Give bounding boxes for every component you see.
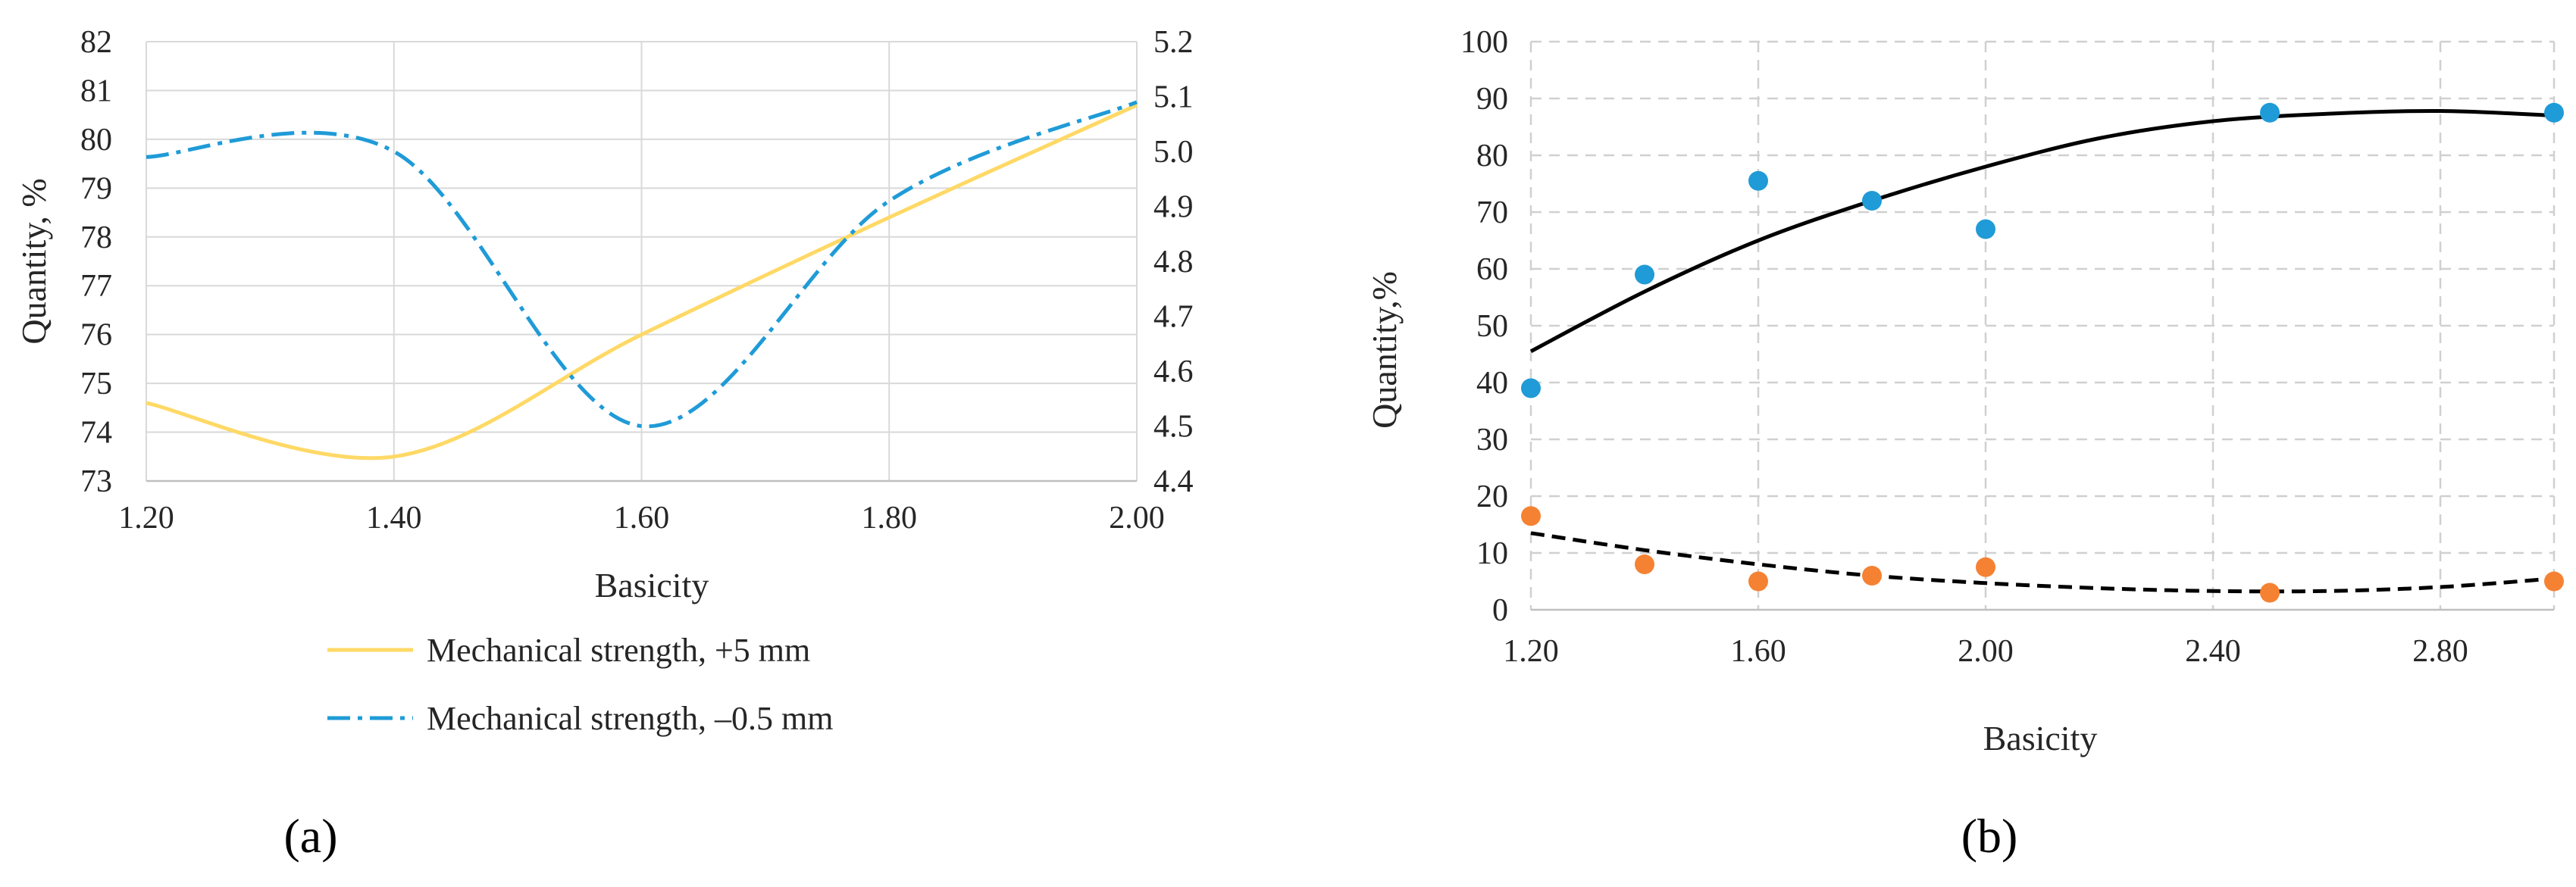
panel-a-y2-ticks: 4.4 4.5 4.6 4.7 4.8 4.9 5.0 5.1 5.2 [1153,25,1194,499]
panel-a-y-tick-label: 73 [80,464,112,499]
panel-a-y-tick-label: 75 [80,367,112,401]
panel-a-x-tick-label: 1.60 [614,501,670,536]
panel-a-y-tick-label: 81 [80,73,112,108]
panel-a-y2-tick-label: 4.8 [1153,245,1194,280]
panel-a-y2-tick-label: 4.7 [1153,300,1194,335]
panel-b-points [1521,102,2564,603]
panel-b-x-tick-label: 2.00 [1958,634,2014,669]
panel-b-point-s0-1 [1635,264,1654,285]
panel-b-x-tick-label: 2.40 [2185,634,2241,669]
panel-b-point-s0-0 [1521,378,1541,398]
panel-b-point-s0-6 [2544,102,2564,123]
panel-a-gridlines [146,41,1138,483]
panel-b-point-s1-5 [2260,582,2280,603]
panel-a-y-ticks: 73 74 75 76 77 78 79 80 81 82 [80,25,112,499]
panel-b-y-tick-label: 30 [1476,423,1508,458]
panel-b-trendline-0 [1529,108,2555,354]
panel-a-label: (a) [283,809,337,863]
panel-b-point-s0-2 [1748,170,1768,191]
panel-b-point-s1-2 [1748,571,1768,592]
panel-a-y-tick-label: 74 [80,416,112,451]
panel-b-trendlines [1529,108,2555,594]
panel-a-y2-tick-label: 4.9 [1153,190,1194,225]
panel-b-x-tick-label: 1.60 [1730,634,1786,669]
panel-a-y2-tick-label: 4.6 [1153,354,1194,389]
panel-b-y-tick-label: 0 [1492,593,1508,628]
panel-a-y-tick-label: 80 [80,123,112,158]
panel-b-point-s1-0 [1521,506,1541,526]
panel-a-series-line-0 [146,103,1138,461]
panel-a-y-axis-title: Quantity, % [14,178,53,344]
panel-b-point-s1-1 [1635,554,1654,574]
panel-b-x-tick-label: 2.80 [2412,634,2468,669]
panel-a-y2-tick-label: 5.1 [1153,80,1194,115]
panel-a-x-tick-label: 1.80 [862,501,918,536]
panel-b-y-tick-label: 70 [1476,195,1508,230]
panel-a-chart: 1.20 1.40 1.60 1.80 2.00 73 74 75 76 77 78 79 80 81 8… [14,25,1194,863]
panel-a-y2-tick-label: 4.4 [1153,464,1194,499]
panel-b-y-tick-label: 90 [1476,82,1508,117]
panel-a-y2-tick-label: 4.5 [1153,410,1194,445]
panel-a-y-tick-label: 79 [80,171,112,206]
panel-b-point-s0-5 [2260,102,2280,123]
panel-b-label: (b) [1961,809,2018,863]
panel-a-x-axis-title: Basicity [595,566,709,604]
panel-b-y-tick-label: 100 [1460,25,1508,60]
panel-b-y-tick-label: 60 [1476,252,1508,287]
panel-b-x-axis-title: Basicity [1983,719,2098,757]
panel-a-y-tick-label: 82 [80,25,112,60]
panel-b-y-tick-label: 40 [1476,366,1508,401]
panel-a-legend: Mechanical strength, +5 mm Mechanical st… [327,632,833,737]
legend-label-strength-05mm: Mechanical strength, –0.5 mm [427,700,833,737]
panel-a-y-tick-label: 77 [80,269,112,304]
panel-b-y-tick-label: 80 [1476,139,1508,173]
panel-b-point-s1-4 [1976,557,1995,577]
panel-b-point-s1-3 [1862,566,1882,586]
legend-label-strength-5mm: Mechanical strength, +5 mm [427,632,810,669]
panel-a-y2-tick-label: 5.0 [1153,135,1194,170]
panel-b-y-tick-label: 20 [1476,479,1508,514]
panel-a-x-tick-label: 1.20 [118,501,174,536]
panel-b-y-ticks: 0 10 20 30 40 50 60 70 80 90 100 [1460,25,1508,628]
panel-a-x-tick-label: 2.00 [1109,501,1165,536]
panel-b-x-ticks: 1.20 1.60 2.00 2.40 2.80 [1503,634,2468,669]
panel-a-x-ticks: 1.20 1.40 1.60 1.80 2.00 [118,501,1165,536]
panel-b-x-tick-label: 1.20 [1503,634,1559,669]
panel-b-gridlines [1529,40,2556,611]
panel-b-chart: 1.20 1.60 2.00 2.40 2.80 0 10 20 30 40 50 60 70 80 90… [1365,25,2564,863]
panel-a-y-tick-label: 76 [80,318,112,353]
panel-a-y-tick-label: 78 [80,220,112,255]
panel-a-series-line-1 [146,100,1138,429]
panel-a-series [146,100,1138,461]
panel-b-point-s1-6 [2544,571,2564,592]
panel-b-point-s0-4 [1976,219,1995,239]
panel-b-y-axis-title: Quantity,% [1365,271,1404,429]
panel-b-trendline-1 [1530,531,2555,594]
panel-b-y-tick-label: 10 [1476,536,1508,571]
panel-a-x-tick-label: 1.40 [366,501,422,536]
panel-b-point-s0-3 [1862,191,1882,211]
panel-b-y-tick-label: 50 [1476,309,1508,344]
panel-a-y2-tick-label: 5.2 [1153,25,1194,60]
